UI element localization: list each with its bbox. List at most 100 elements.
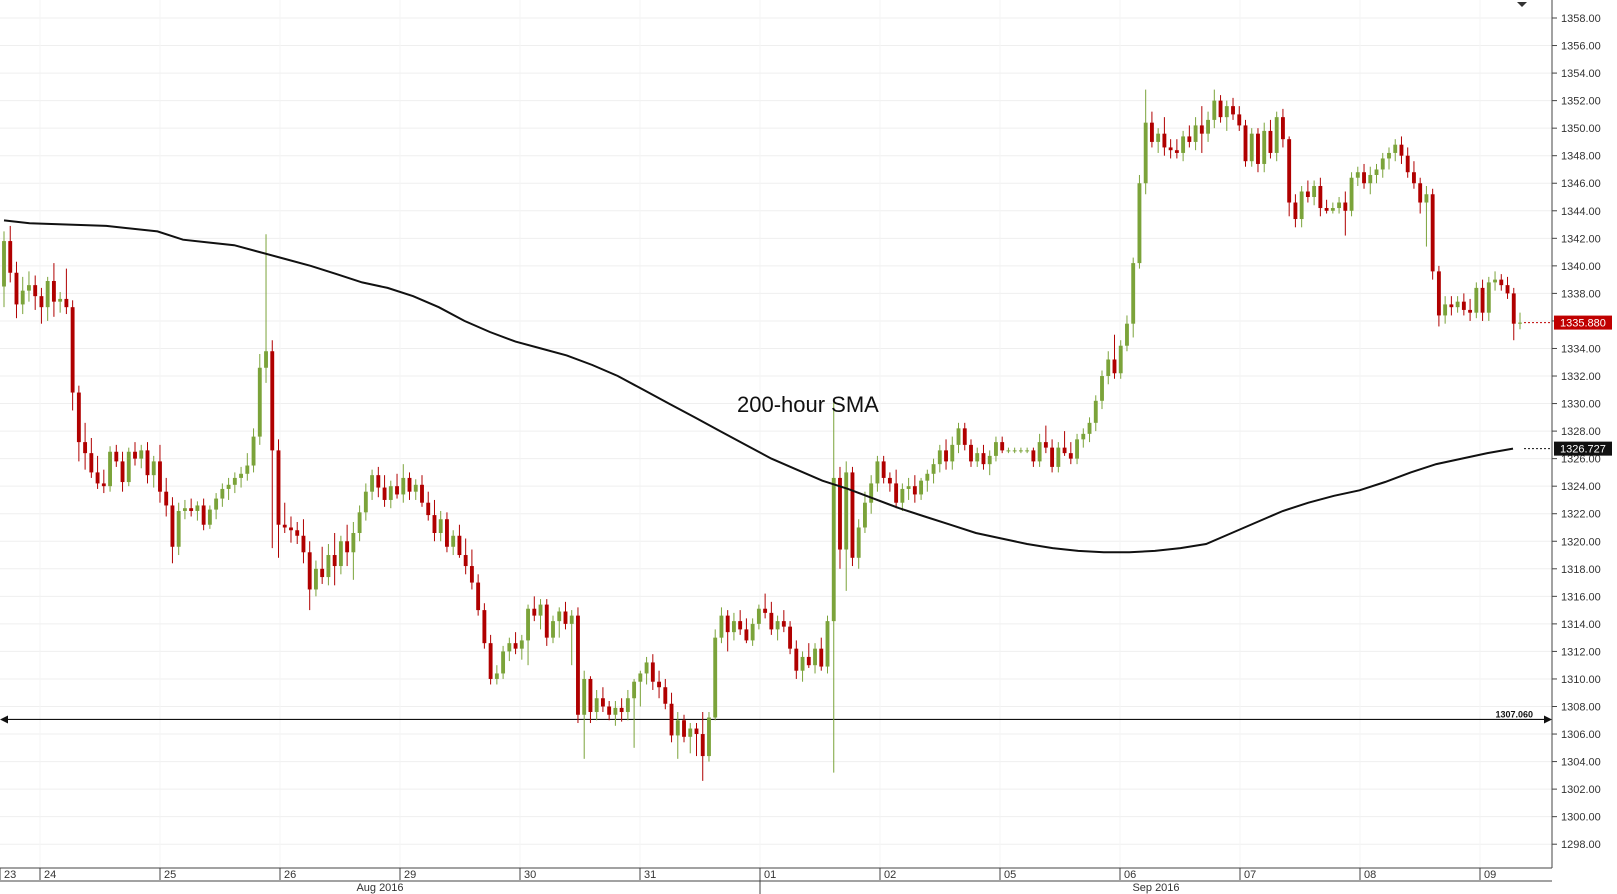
candle-body	[1449, 304, 1454, 308]
candle-body	[95, 472, 100, 484]
candle-body	[382, 487, 387, 500]
candle-body	[725, 615, 730, 633]
candle	[1187, 125, 1192, 148]
candle-body	[1443, 304, 1448, 316]
candle-body	[1474, 287, 1479, 313]
candle	[725, 610, 730, 652]
candle	[1268, 119, 1273, 159]
candle-body	[432, 515, 437, 533]
y-tick-label: 1308.00	[1561, 702, 1601, 714]
candle-body	[519, 640, 524, 649]
candle-body	[1237, 114, 1242, 126]
candle	[544, 599, 549, 646]
candle	[226, 477, 231, 500]
candle	[1000, 436, 1005, 454]
month-label: Aug 2016	[356, 882, 403, 894]
candle-body	[1218, 100, 1223, 118]
x-tick-label: 07	[1244, 869, 1256, 881]
candle	[1218, 95, 1223, 123]
candle	[370, 469, 375, 500]
candle-body	[769, 612, 774, 630]
candle-body	[1318, 185, 1323, 209]
candle	[270, 340, 275, 549]
candle	[1081, 428, 1086, 448]
candle	[58, 292, 63, 313]
y-tick-label: 1314.00	[1561, 619, 1601, 631]
candle-body	[1018, 450, 1023, 452]
candle-body	[1118, 345, 1123, 374]
candle-body	[220, 488, 225, 499]
candle	[769, 601, 774, 635]
candle	[307, 541, 312, 611]
candle	[950, 436, 955, 470]
candle-body	[551, 621, 555, 638]
candle	[825, 615, 830, 674]
candle	[551, 615, 555, 644]
y-tick-label: 1320.00	[1561, 536, 1601, 548]
candle	[1243, 119, 1248, 167]
candle-body	[1000, 442, 1005, 451]
candle-body	[420, 484, 424, 503]
candle-body	[557, 611, 562, 622]
candle	[1349, 172, 1354, 217]
candle	[376, 466, 381, 498]
candle	[875, 455, 880, 492]
candle-body	[426, 502, 431, 516]
candle-body	[1037, 442, 1042, 462]
candle-body	[20, 290, 25, 305]
candle-body	[1405, 155, 1410, 173]
candle-body	[1268, 130, 1273, 153]
candle-body	[1505, 285, 1510, 294]
horizontal-line-1307[interactable]: 1307.060	[0, 709, 1552, 724]
candle-body	[1081, 433, 1086, 440]
candle-body	[894, 483, 899, 503]
candle	[1355, 166, 1360, 186]
candle	[463, 538, 468, 575]
candle	[257, 353, 262, 445]
candle-body	[376, 475, 381, 488]
candle-body	[1168, 147, 1173, 151]
menu-chevron-icon[interactable]	[1517, 2, 1527, 7]
candle-body	[944, 450, 948, 462]
candle-body	[1511, 293, 1516, 324]
candle	[1087, 417, 1092, 443]
candle	[956, 422, 961, 454]
candle	[1412, 161, 1416, 189]
session-grid-lines	[39, 0, 1481, 868]
candle	[1056, 442, 1061, 473]
candle-body	[438, 519, 443, 533]
x-tick-label: 02	[884, 869, 896, 881]
candle	[64, 268, 69, 315]
candle-body	[875, 461, 880, 484]
candle	[713, 629, 718, 721]
arrow-right-icon	[1544, 715, 1552, 724]
candle	[1474, 282, 1479, 319]
price-tags: 1335.880 1326.727	[1524, 315, 1612, 456]
candle-body	[245, 465, 250, 474]
candle-body	[39, 296, 44, 308]
candle	[526, 604, 530, 666]
x-tick-label: 31	[644, 869, 656, 881]
candle	[981, 444, 986, 470]
candle-body	[345, 541, 350, 553]
candle-body	[494, 673, 499, 679]
candle	[887, 472, 892, 492]
candle	[494, 665, 499, 685]
candle	[1062, 431, 1067, 456]
candle	[675, 712, 680, 759]
candle-body	[1468, 309, 1473, 313]
candle	[476, 574, 481, 616]
candle-body	[76, 392, 81, 443]
candle	[1287, 136, 1292, 217]
y-tick-label: 1344.00	[1561, 206, 1601, 218]
candle-body	[806, 656, 811, 666]
candle-body	[744, 629, 749, 641]
candle-body	[1193, 125, 1198, 142]
candle	[906, 477, 911, 500]
candle-body	[663, 687, 668, 704]
candle	[1168, 139, 1173, 159]
candle-body	[388, 486, 393, 500]
candle	[1075, 433, 1079, 465]
candle-body	[357, 512, 362, 533]
